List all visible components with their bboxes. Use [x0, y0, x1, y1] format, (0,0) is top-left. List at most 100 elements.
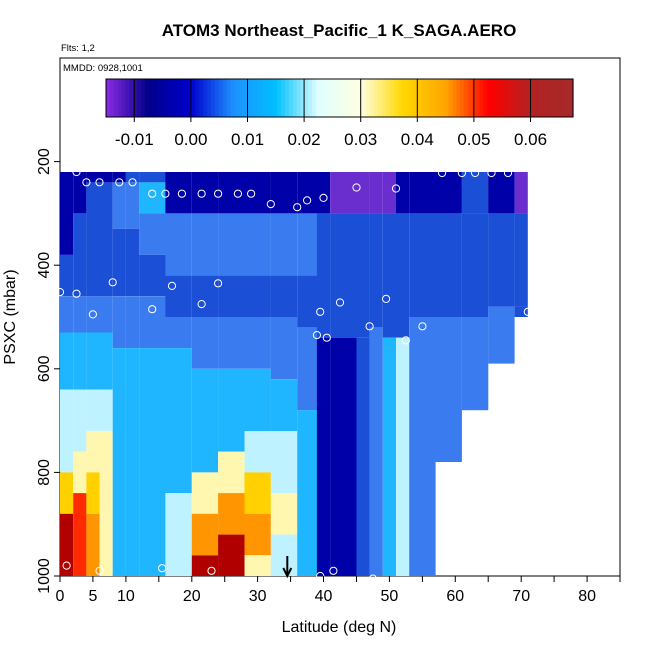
colorbar-swatch	[483, 79, 488, 117]
observation-point	[391, 184, 401, 193]
colorbar-swatch	[168, 79, 173, 117]
heatmap-cell	[330, 337, 357, 576]
heatmap-cell	[270, 493, 298, 535]
heatmap-cell	[99, 172, 113, 183]
colorbar-swatch	[222, 79, 228, 117]
observation-point	[197, 300, 206, 309]
x-tick-label: 40	[315, 588, 333, 605]
heatmap-cell	[396, 213, 410, 338]
colorbar-swatch	[405, 79, 411, 117]
heatmap-cell	[112, 182, 126, 229]
heatmap-cell	[316, 213, 331, 338]
heatmap-cell	[73, 213, 87, 297]
heatmap-cell	[330, 172, 357, 214]
observation-point	[230, 152, 239, 161]
heatmap-cell	[297, 410, 317, 576]
colorbar-swatch	[269, 79, 274, 117]
observation-point	[438, 168, 447, 178]
colorbar-tick-label: 0.00	[174, 130, 207, 149]
heatmap-cell	[191, 213, 219, 276]
colorbar-swatch	[144, 79, 150, 117]
observation-point	[177, 189, 186, 198]
colorbar-swatch	[374, 79, 380, 117]
colorbar-swatch	[382, 79, 387, 117]
colorbar-tick-label: -0.01	[115, 130, 154, 149]
y-tick-label: 1000	[36, 558, 53, 594]
heatmap-cell	[112, 228, 126, 297]
x-tick-label: 60	[446, 588, 464, 605]
colorbar-swatch	[234, 79, 239, 117]
colorbar-swatch	[425, 79, 430, 117]
colorbar-swatch	[362, 79, 368, 117]
colorbar-tick-label: 0.05	[457, 130, 490, 149]
colorbar-swatch	[541, 79, 547, 117]
colorbar-frame	[105, 78, 574, 118]
observation-point	[523, 307, 532, 316]
heatmap-cell	[356, 213, 370, 338]
heatmap-cell	[356, 172, 370, 214]
colorbar-swatch	[557, 79, 562, 117]
x-tick-label: 50	[381, 588, 399, 605]
heatmap-cell	[297, 275, 317, 328]
observation-point	[207, 566, 216, 575]
colorbar-swatch	[265, 79, 271, 117]
colorbar-swatch	[211, 79, 216, 117]
observation-point	[335, 298, 345, 307]
colorbar-swatch	[292, 79, 298, 117]
heatmap-cell	[270, 379, 298, 431]
x-axis-label: Latitude (deg N)	[282, 619, 397, 636]
colorbar-swatch	[242, 79, 247, 117]
heatmap-cell	[270, 213, 298, 276]
heatmap-cell	[99, 431, 113, 576]
heatmap-cell	[369, 327, 383, 576]
heatmap-cell	[60, 389, 74, 473]
colorbar-swatch	[121, 79, 127, 117]
heatmap-cell	[125, 172, 140, 183]
heatmap-cell	[409, 172, 436, 214]
colorbar-swatch	[148, 79, 154, 117]
heatmap-cell	[60, 513, 74, 576]
colorbar-swatch	[464, 79, 469, 117]
colorbar-swatch	[526, 79, 531, 117]
heatmap-cell	[244, 555, 271, 576]
colorbar-swatch	[355, 79, 360, 117]
heatmap-cell	[270, 317, 298, 380]
observation-point	[247, 157, 256, 166]
heatmap-cell	[270, 431, 298, 494]
colorbar-swatch	[300, 79, 306, 117]
heatmap-cell	[514, 213, 528, 307]
colorbar-swatch	[106, 79, 111, 117]
colorbar-swatch	[156, 79, 162, 117]
colorbar-swatch	[569, 79, 574, 117]
heatmap-cell	[191, 317, 219, 369]
colorbar-swatch	[246, 79, 251, 117]
colorbar-swatch	[261, 79, 267, 117]
y-axis-label: PSXC (mbar)	[2, 269, 19, 364]
heatmap-cell	[139, 348, 166, 576]
colorbar-tick-label: 0.01	[231, 130, 264, 149]
observation-point	[329, 566, 338, 575]
x-tick-label: 0	[56, 588, 65, 605]
colorbar-swatch	[421, 79, 426, 117]
heatmap-cell	[514, 172, 528, 214]
colorbar-swatch	[308, 79, 313, 117]
colorbar-swatch	[288, 79, 294, 117]
heatmap-cell	[73, 172, 87, 214]
colorbar-swatch	[343, 79, 348, 117]
observation-point	[316, 307, 325, 316]
heatmap-cell	[112, 172, 126, 183]
colorbar-swatch	[199, 79, 204, 117]
heatmap-cell	[396, 337, 410, 576]
observation-point	[214, 279, 223, 288]
heatmap-cell	[461, 172, 489, 214]
heatmap-cell	[86, 513, 100, 576]
heatmap-cell	[191, 275, 219, 317]
observation-point	[471, 168, 480, 178]
observation-point	[352, 183, 361, 192]
heatmap-cell	[435, 317, 462, 462]
observation-point	[72, 289, 81, 298]
colorbar-swatch	[448, 79, 453, 117]
y-tick-label: 400	[36, 252, 53, 279]
colorbar-swatch	[164, 79, 169, 117]
colorbar-swatch	[522, 79, 527, 117]
